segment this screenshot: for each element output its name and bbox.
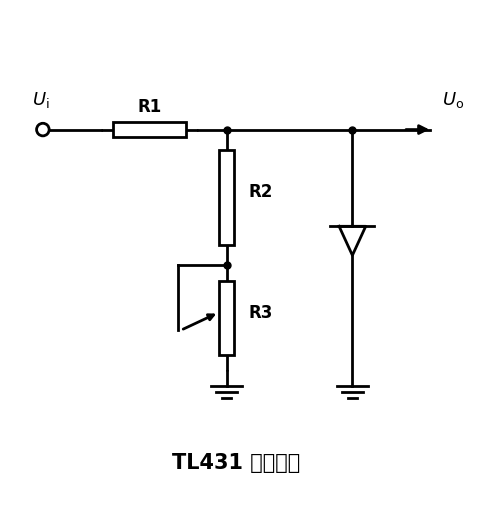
Bar bbox=[219, 150, 234, 245]
Text: $\mathit{U}_{\mathrm{i}}$: $\mathit{U}_{\mathrm{i}}$ bbox=[31, 90, 49, 110]
Text: $\mathit{U}_{\mathrm{o}}$: $\mathit{U}_{\mathrm{o}}$ bbox=[442, 90, 464, 110]
Text: R1: R1 bbox=[137, 98, 161, 116]
Bar bbox=[219, 281, 234, 356]
Text: TL431 检测电路: TL431 检测电路 bbox=[172, 453, 301, 473]
Text: R3: R3 bbox=[248, 304, 273, 322]
Bar bbox=[113, 122, 186, 137]
Text: R2: R2 bbox=[248, 183, 273, 201]
